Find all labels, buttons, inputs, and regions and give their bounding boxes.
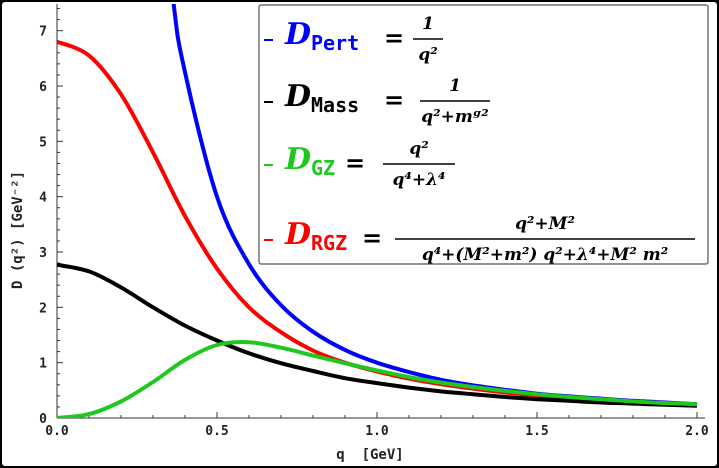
x-tick-label: 2.0 [685,424,709,439]
series-layer [57,4,698,418]
y-tick-label: 3 [39,246,47,261]
y-tick-label: 5 [39,135,47,150]
legend-denominator: q⁴+λ⁴ [393,170,446,190]
axes [56,4,705,419]
y-ticks: 0 1 2 3 4 5 6 7 [39,8,63,427]
series-line-d-gz [57,340,698,418]
legend-label: DGZ [284,142,335,180]
y-tick-label: 1 [39,357,47,372]
legend-equals: = [362,223,382,252]
y-tick-label: 4 [39,191,47,206]
legend-item-d-gz: DGZ = q² q⁴+λ⁴ [264,139,455,190]
legend-numerator: q²+M² [515,214,575,234]
legend-denominator: q² [418,45,437,65]
legend-item-d-pert: DPert = 1 q² [264,14,443,65]
legend-box [258,4,709,265]
legend-equals: = [345,148,365,177]
legend: DPert = 1 q² DMass = 1 q²+mᵍ² DGZ = q² q⁴+λ⁴ DRGZ = q²… [258,4,709,265]
legend-item-d-mass: DMass = 1 q²+mᵍ² [264,76,490,127]
x-tick-label: 0.0 [45,424,69,439]
y-axis-label: D (q²) [GeV⁻²] [10,171,26,289]
x-tick-label: 0.5 [205,424,228,439]
legend-label: DMass [284,79,359,117]
legend-item-d-rgz: DRGZ = q²+M² q⁴+(M²+m²) q²+λ⁴+M² m² [264,214,695,265]
x-tick-label: 1.5 [525,424,548,439]
y-tick-label: 7 [39,25,47,40]
legend-equals: = [384,23,404,52]
legend-denominator: q⁴+(M²+m²) q²+λ⁴+M² m² [422,245,668,265]
x-axis-label: q [GeV] [336,447,403,463]
legend-equals: = [384,85,404,114]
x-tick-label: 1.0 [365,424,389,439]
legend-entries: DPert = 1 q² DMass = 1 q²+mᵍ² DGZ = q² q⁴+λ⁴ DRGZ = q²… [264,14,695,265]
legend-numerator: 1 [422,14,434,34]
legend-denominator: q²+mᵍ² [421,107,488,127]
legend-numerator: q² [409,139,428,159]
x-ticks: 0.0 0.5 1.0 1.5 2.0 [45,412,709,439]
y-tick-label: 6 [39,80,47,95]
y-tick-label: 0 [39,412,47,427]
legend-numerator: 1 [449,76,461,96]
legend-label: DPert [284,17,359,55]
series-line-d-mass [57,262,698,408]
legend-label: DRGZ [284,217,347,255]
y-tick-label: 2 [39,301,47,316]
